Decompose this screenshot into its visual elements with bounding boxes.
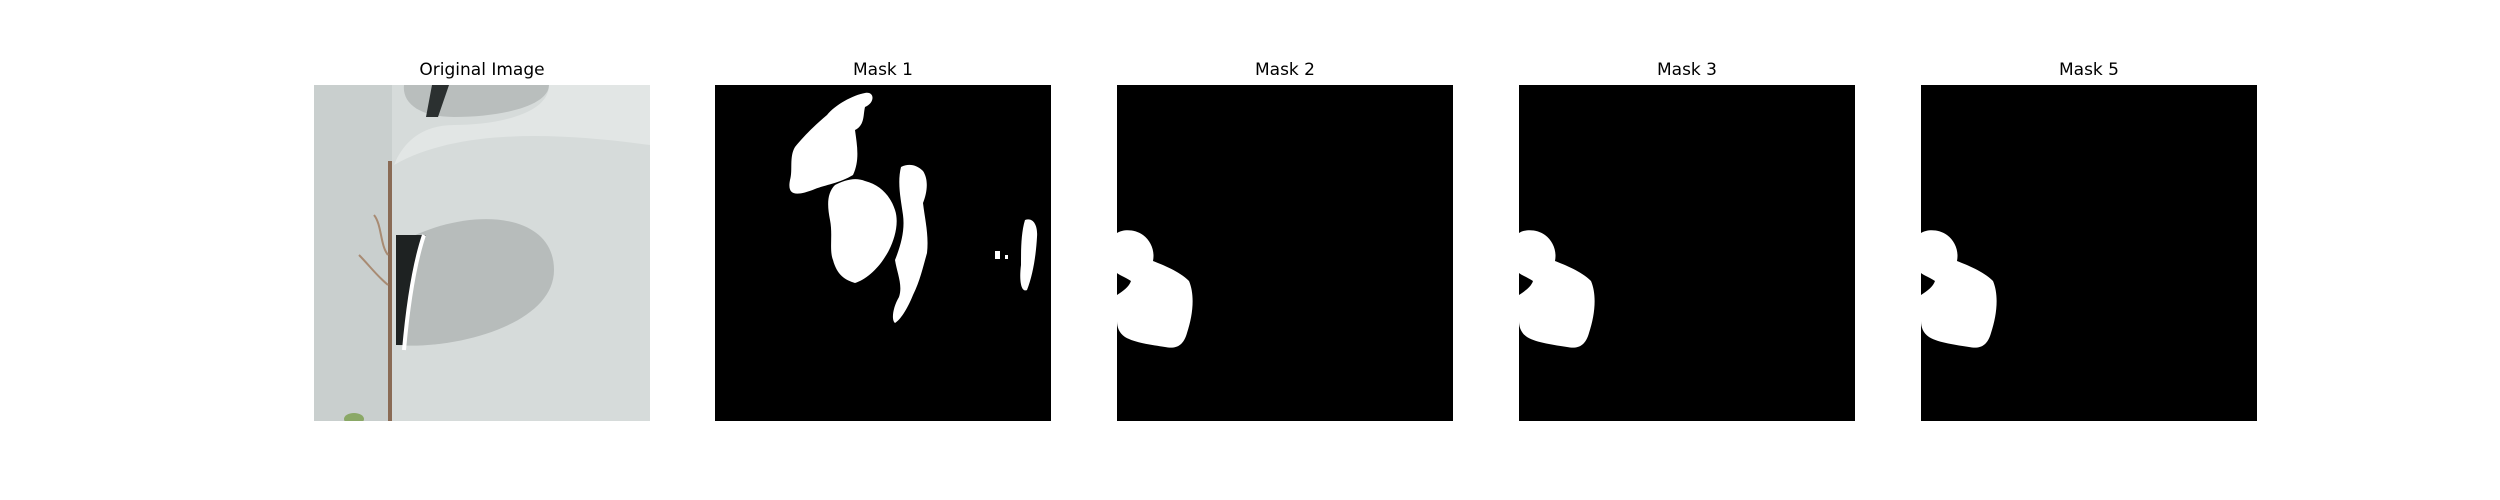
panel-title-mask-1: Mask 1 xyxy=(852,60,913,80)
mask-3-panel: Mask 3 xyxy=(1519,0,1855,500)
mask-1-image xyxy=(715,85,1051,421)
mask-5-panel: Mask 5 xyxy=(1921,0,2257,500)
mask-3-image xyxy=(1519,85,1855,421)
panel-title-original-image: Original Image xyxy=(419,60,545,80)
mask-2-panel: Mask 2 xyxy=(1117,0,1453,500)
mask-5-image xyxy=(1921,85,2257,421)
mask-2-image xyxy=(1117,85,1453,421)
panel-title-mask-5: Mask 5 xyxy=(2058,60,2119,80)
original-photo xyxy=(314,85,650,421)
original-image-panel: Original Image xyxy=(314,0,650,500)
panel-title-mask-2: Mask 2 xyxy=(1254,60,1315,80)
panel-title-mask-3: Mask 3 xyxy=(1656,60,1717,80)
mask-1-panel: Mask 1 xyxy=(715,0,1051,500)
